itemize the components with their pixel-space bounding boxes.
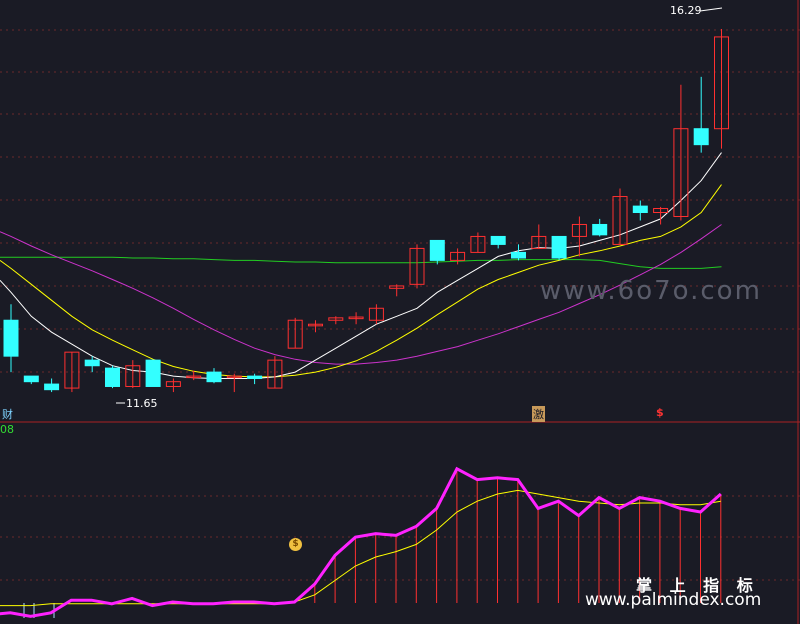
cai-label: 财 bbox=[2, 408, 13, 421]
candle-body-34 bbox=[693, 128, 709, 146]
candle-body-13 bbox=[267, 359, 283, 389]
candle-body-2 bbox=[44, 383, 60, 391]
candle-body-4 bbox=[84, 359, 100, 367]
candle-body-15 bbox=[308, 323, 323, 327]
candle-body-11 bbox=[226, 375, 242, 379]
indicator-value-label: 08 bbox=[0, 423, 14, 436]
candle-body-23 bbox=[470, 235, 486, 253]
ma-green-line bbox=[0, 256, 722, 269]
high-price-label: 16.29 bbox=[670, 4, 702, 17]
moving-averages bbox=[0, 152, 722, 379]
watermark-brand: 掌 上 指 标 bbox=[636, 576, 759, 595]
candle-body-17 bbox=[348, 316, 364, 320]
candle-body-32 bbox=[653, 208, 669, 213]
ma-white-line bbox=[0, 152, 722, 379]
candle-body-0 bbox=[3, 319, 19, 357]
money-bag-icon: $ bbox=[289, 538, 302, 551]
candle-body-29 bbox=[592, 223, 608, 236]
candle-body-24 bbox=[490, 235, 506, 245]
low-price-label: 11.65 bbox=[126, 397, 158, 410]
candle-body-1 bbox=[23, 375, 39, 383]
candle-body-10 bbox=[206, 371, 222, 383]
candle-body-33 bbox=[673, 128, 689, 217]
high-arrow bbox=[699, 7, 723, 12]
candle-body-20 bbox=[409, 247, 425, 285]
candle-body-30 bbox=[612, 196, 628, 245]
candle-body-19 bbox=[389, 285, 405, 289]
candle-body-16 bbox=[328, 317, 344, 321]
candle-body-14 bbox=[287, 319, 303, 349]
candle-body-18 bbox=[368, 307, 384, 321]
candle-body-6 bbox=[125, 365, 141, 387]
indicator-panel bbox=[0, 466, 722, 618]
ind-yellow-line bbox=[0, 489, 721, 607]
candle-body-31 bbox=[632, 205, 648, 214]
ma-yellow-line bbox=[0, 184, 722, 378]
candle-body-22 bbox=[450, 251, 466, 261]
ind-magenta-line bbox=[0, 466, 722, 618]
candle-body-21 bbox=[429, 239, 445, 261]
watermark-site: www.6o7o.com bbox=[540, 276, 762, 306]
candle-body-25 bbox=[511, 251, 526, 259]
ma-magenta-line bbox=[0, 224, 722, 365]
candle-body-27 bbox=[551, 235, 567, 259]
candle-body-28 bbox=[571, 223, 587, 237]
candle-body-8 bbox=[165, 381, 181, 387]
watermark-url: www.palmindex.com bbox=[585, 590, 762, 610]
candle-body-3 bbox=[64, 351, 80, 389]
candlesticks bbox=[3, 7, 729, 404]
candle-body-12 bbox=[247, 375, 263, 380]
candle-body-35 bbox=[714, 36, 729, 130]
candle-body-9 bbox=[186, 375, 202, 379]
candle-body-26 bbox=[531, 235, 547, 249]
candle-body-5 bbox=[105, 367, 120, 387]
ji-signal-badge: 激 bbox=[532, 406, 545, 422]
dollar-signal-label: $ bbox=[656, 406, 664, 419]
candle-body-7 bbox=[145, 359, 161, 387]
